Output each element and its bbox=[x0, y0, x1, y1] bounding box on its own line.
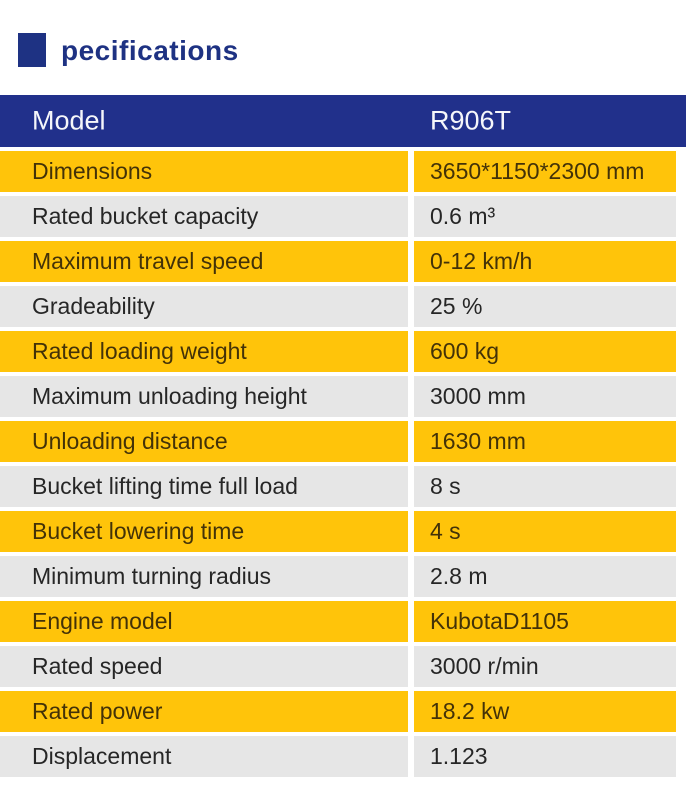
column-gap bbox=[408, 466, 414, 507]
table-row: Maximum unloading height 3000 mm bbox=[0, 376, 676, 417]
row-value: 0.6 m³ bbox=[414, 196, 676, 237]
row-value: KubotaD1105 bbox=[414, 601, 676, 642]
table-row: Gradeability 25 % bbox=[0, 286, 676, 327]
table-row: Rated bucket capacity 0.6 m³ bbox=[0, 196, 676, 237]
row-value: 25 % bbox=[414, 286, 676, 327]
row-value: 2.8 m bbox=[414, 556, 676, 597]
table-row: Rated loading weight 600 kg bbox=[0, 331, 676, 372]
row-label: Maximum travel speed bbox=[0, 241, 408, 282]
row-label: Gradeability bbox=[0, 286, 408, 327]
specifications-table: Model R906T Dimensions 3650*1150*2300 mm… bbox=[0, 95, 686, 777]
row-value: 3650*1150*2300 mm bbox=[414, 151, 676, 192]
blue-square-bullet-icon bbox=[18, 33, 46, 67]
column-gap bbox=[408, 511, 414, 552]
row-value: 8 s bbox=[414, 466, 676, 507]
section-header: pecifications bbox=[18, 33, 686, 67]
table-header-row: Model R906T bbox=[0, 95, 686, 147]
row-label: Bucket lifting time full load bbox=[0, 466, 408, 507]
row-value: 1630 mm bbox=[414, 421, 676, 462]
table-row: Minimum turning radius 2.8 m bbox=[0, 556, 676, 597]
table-row: Maximum travel speed 0-12 km/h bbox=[0, 241, 676, 282]
column-gap bbox=[408, 241, 414, 282]
column-gap bbox=[408, 286, 414, 327]
table-row: Rated speed 3000 r/min bbox=[0, 646, 676, 687]
row-label: Engine model bbox=[0, 601, 408, 642]
column-gap bbox=[408, 691, 414, 732]
table-row: Rated power 18.2 kw bbox=[0, 691, 676, 732]
column-gap bbox=[408, 376, 414, 417]
column-gap bbox=[408, 196, 414, 237]
row-label: Rated power bbox=[0, 691, 408, 732]
column-gap bbox=[408, 421, 414, 462]
row-label: Rated speed bbox=[0, 646, 408, 687]
column-gap bbox=[408, 646, 414, 687]
header-model-value: R906T bbox=[430, 105, 512, 136]
row-value: 0-12 km/h bbox=[414, 241, 676, 282]
table-row: Engine model KubotaD1105 bbox=[0, 601, 676, 642]
row-value: 4 s bbox=[414, 511, 676, 552]
row-value: 18.2 kw bbox=[414, 691, 676, 732]
header-model-label: Model bbox=[32, 105, 106, 136]
row-value: 1.123 bbox=[414, 736, 676, 777]
row-label: Displacement bbox=[0, 736, 408, 777]
row-value: 3000 r/min bbox=[414, 646, 676, 687]
row-label: Rated loading weight bbox=[0, 331, 408, 372]
column-gap bbox=[408, 331, 414, 372]
row-label: Unloading distance bbox=[0, 421, 408, 462]
table-row: Bucket lifting time full load 8 s bbox=[0, 466, 676, 507]
column-gap bbox=[408, 601, 414, 642]
row-label: Dimensions bbox=[0, 151, 408, 192]
row-label: Maximum unloading height bbox=[0, 376, 408, 417]
table-row: Unloading distance 1630 mm bbox=[0, 421, 676, 462]
column-gap bbox=[408, 556, 414, 597]
table-body: Dimensions 3650*1150*2300 mm Rated bucke… bbox=[0, 151, 686, 777]
row-label: Bucket lowering time bbox=[0, 511, 408, 552]
row-label: Minimum turning radius bbox=[0, 556, 408, 597]
column-gap bbox=[408, 151, 414, 192]
row-value: 600 kg bbox=[414, 331, 676, 372]
row-label: Rated bucket capacity bbox=[0, 196, 408, 237]
table-row: Dimensions 3650*1150*2300 mm bbox=[0, 151, 676, 192]
column-gap bbox=[408, 736, 414, 777]
table-row: Bucket lowering time 4 s bbox=[0, 511, 676, 552]
table-row: Displacement 1.123 bbox=[0, 736, 676, 777]
row-value: 3000 mm bbox=[414, 376, 676, 417]
section-title: pecifications bbox=[61, 35, 239, 66]
